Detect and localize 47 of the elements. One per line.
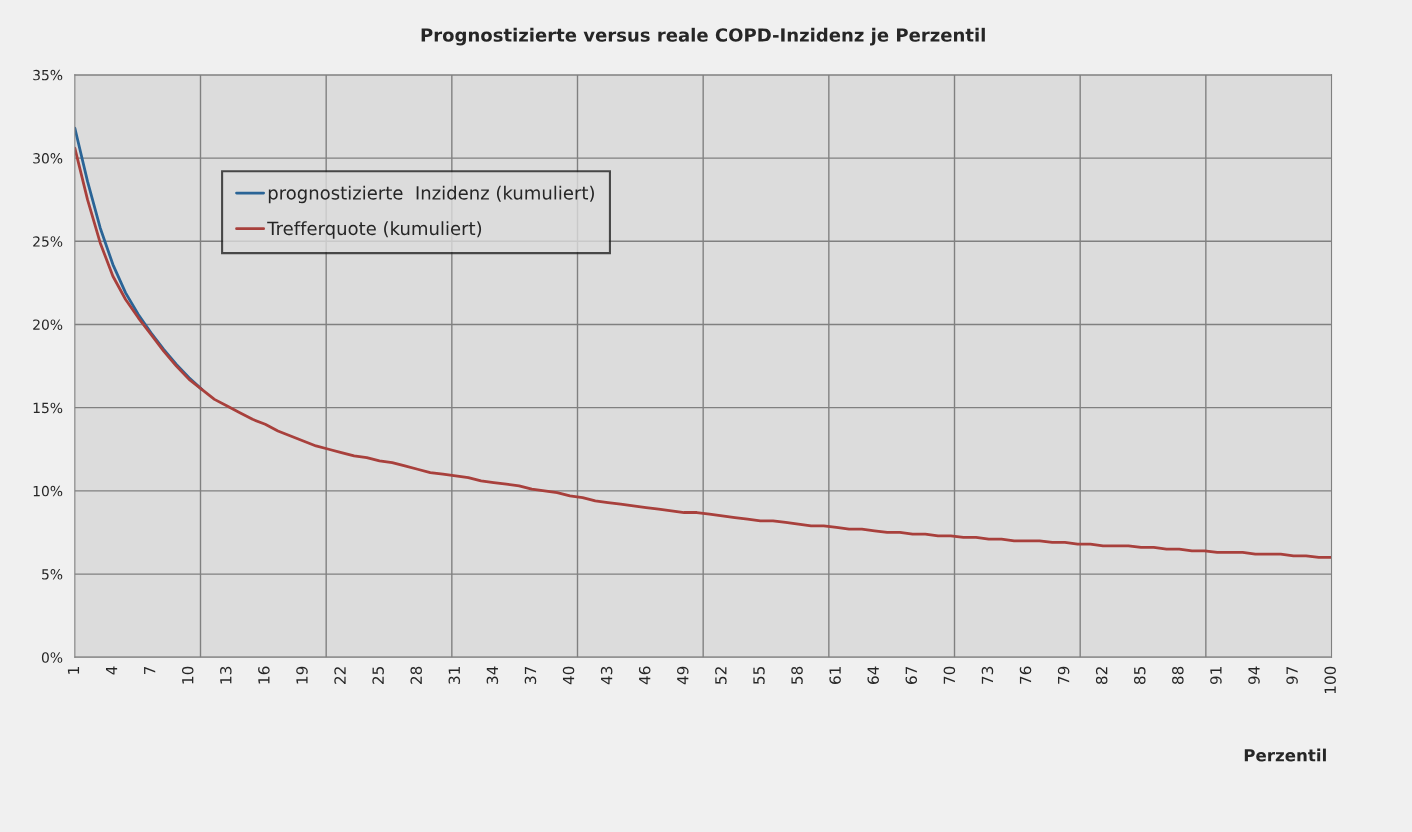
x-tick-label: 70: [943, 666, 956, 684]
y-tick-label: 20%: [33, 319, 63, 330]
x-tick-label: 73: [981, 666, 994, 684]
x-tick-label: 19: [296, 666, 308, 684]
x-tick-label: 52: [715, 667, 727, 684]
y-tick-label: 35%: [33, 69, 63, 81]
x-tick-label: 79: [1057, 666, 1070, 684]
x-tick-label: 46: [638, 666, 651, 685]
x-tick-label: 7: [144, 666, 156, 675]
x-tick-label: 28: [410, 666, 422, 684]
x-tick-label: 25: [372, 666, 384, 684]
x-tick-label: 67: [905, 666, 918, 684]
y-tick-label: 30%: [33, 153, 63, 164]
x-tick-label: 4: [105, 666, 118, 675]
x-axis-title: Perzentil: [1244, 748, 1326, 762]
chart-title: Prognostizierte versus reale COPD-Inzidenz je Perzentil: [421, 27, 985, 46]
x-tick-label: 1: [67, 667, 80, 674]
y-tick-label: 25%: [33, 236, 63, 247]
legend-label: prognostizierte Inzidenz (kumuliert): [268, 185, 594, 204]
legend-label: Trefferquote (kumuliert): [267, 221, 482, 239]
y-tick-label: 0%: [41, 652, 63, 663]
y-tick-label: 15%: [33, 402, 63, 414]
x-tick-label: 91: [1210, 667, 1222, 685]
x-tick-label: 40: [562, 666, 575, 685]
x-tick-label: 64: [867, 666, 879, 684]
x-tick-label: 34: [486, 666, 499, 684]
x-tick-label: 76: [1019, 666, 1032, 684]
line-series: [74, 146, 1332, 559]
x-tick-label: 16: [258, 666, 270, 684]
x-tick-label: 82: [1095, 667, 1108, 685]
x-tick-label: 61: [829, 667, 841, 684]
x-tick-label: 37: [524, 666, 537, 684]
x-tick-label: 43: [600, 666, 613, 685]
x-tick-label: 58: [791, 666, 803, 684]
x-tick-label: 10: [181, 666, 194, 684]
x-tick-label: 13: [220, 666, 232, 684]
x-tick-label: 88: [1172, 666, 1184, 685]
x-tick-label: 49: [677, 666, 689, 685]
x-tick-label: 97: [1286, 666, 1298, 685]
y-tick-label: 10%: [33, 485, 63, 497]
x-tick-label: 55: [753, 666, 765, 684]
x-tick-label: 94: [1248, 666, 1260, 685]
x-tick-label: 31: [448, 667, 461, 684]
x-tick-label: 85: [1133, 666, 1146, 685]
x-tick-label: 100: [1324, 666, 1336, 694]
x-tick-label: 22: [334, 667, 346, 684]
y-tick-label: 5%: [42, 569, 63, 580]
